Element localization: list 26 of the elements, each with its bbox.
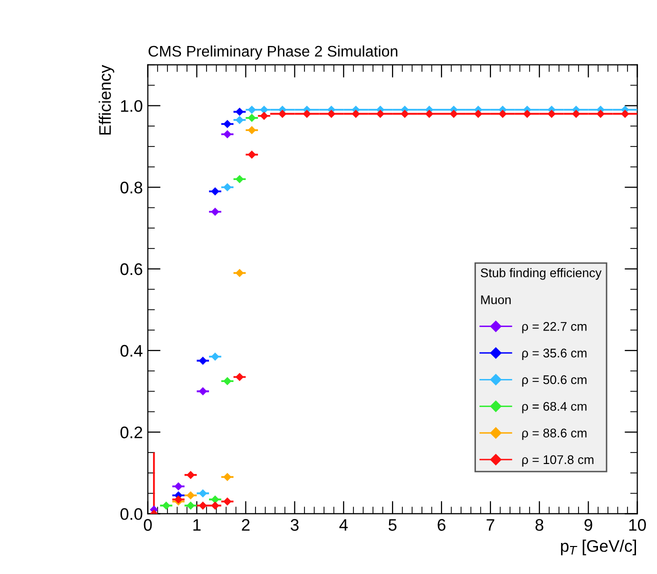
x-tick-label: 7 [486, 519, 494, 531]
chart-title: CMS Preliminary Phase 2 Simulation [148, 45, 398, 60]
legend-label: ρ = 68.4 cm [522, 402, 586, 414]
legend-label: ρ = 50.6 cm [522, 375, 586, 387]
y-tick-label: 0.6 [120, 263, 142, 276]
y-tick-label: 0.4 [120, 344, 142, 357]
legend-label: ρ = 22.7 cm [522, 322, 586, 334]
y-tick-label: 0.0 [120, 508, 142, 520]
y-tick-label: 1.0 [121, 100, 142, 112]
x-tick-label: 10 [629, 519, 646, 531]
x-tick-label: 4 [339, 519, 348, 531]
x-tick-label: 8 [535, 519, 544, 531]
x-tick-label: 9 [584, 519, 592, 531]
x-tick-label: 2 [242, 519, 250, 531]
legend-label: ρ = 35.6 cm [522, 348, 586, 360]
x-axis-title: p$_{T}$ [GeV/c] [561, 540, 636, 556]
x-tick-label: 3 [290, 519, 299, 531]
x-tick-label: 1 [193, 519, 201, 531]
x-tick-label: 6 [438, 519, 446, 531]
x-tick-label: 5 [388, 519, 396, 531]
legend-label: ρ = 107.8 cm [522, 455, 594, 467]
y-tick-label: 0.8 [120, 182, 142, 194]
x-tick-label: 0 [144, 519, 152, 531]
y-tick-label: 0.2 [120, 426, 142, 438]
legend-label: ρ = 88.6 cm [522, 428, 586, 440]
y-axis-title: Efficiency [98, 64, 114, 135]
